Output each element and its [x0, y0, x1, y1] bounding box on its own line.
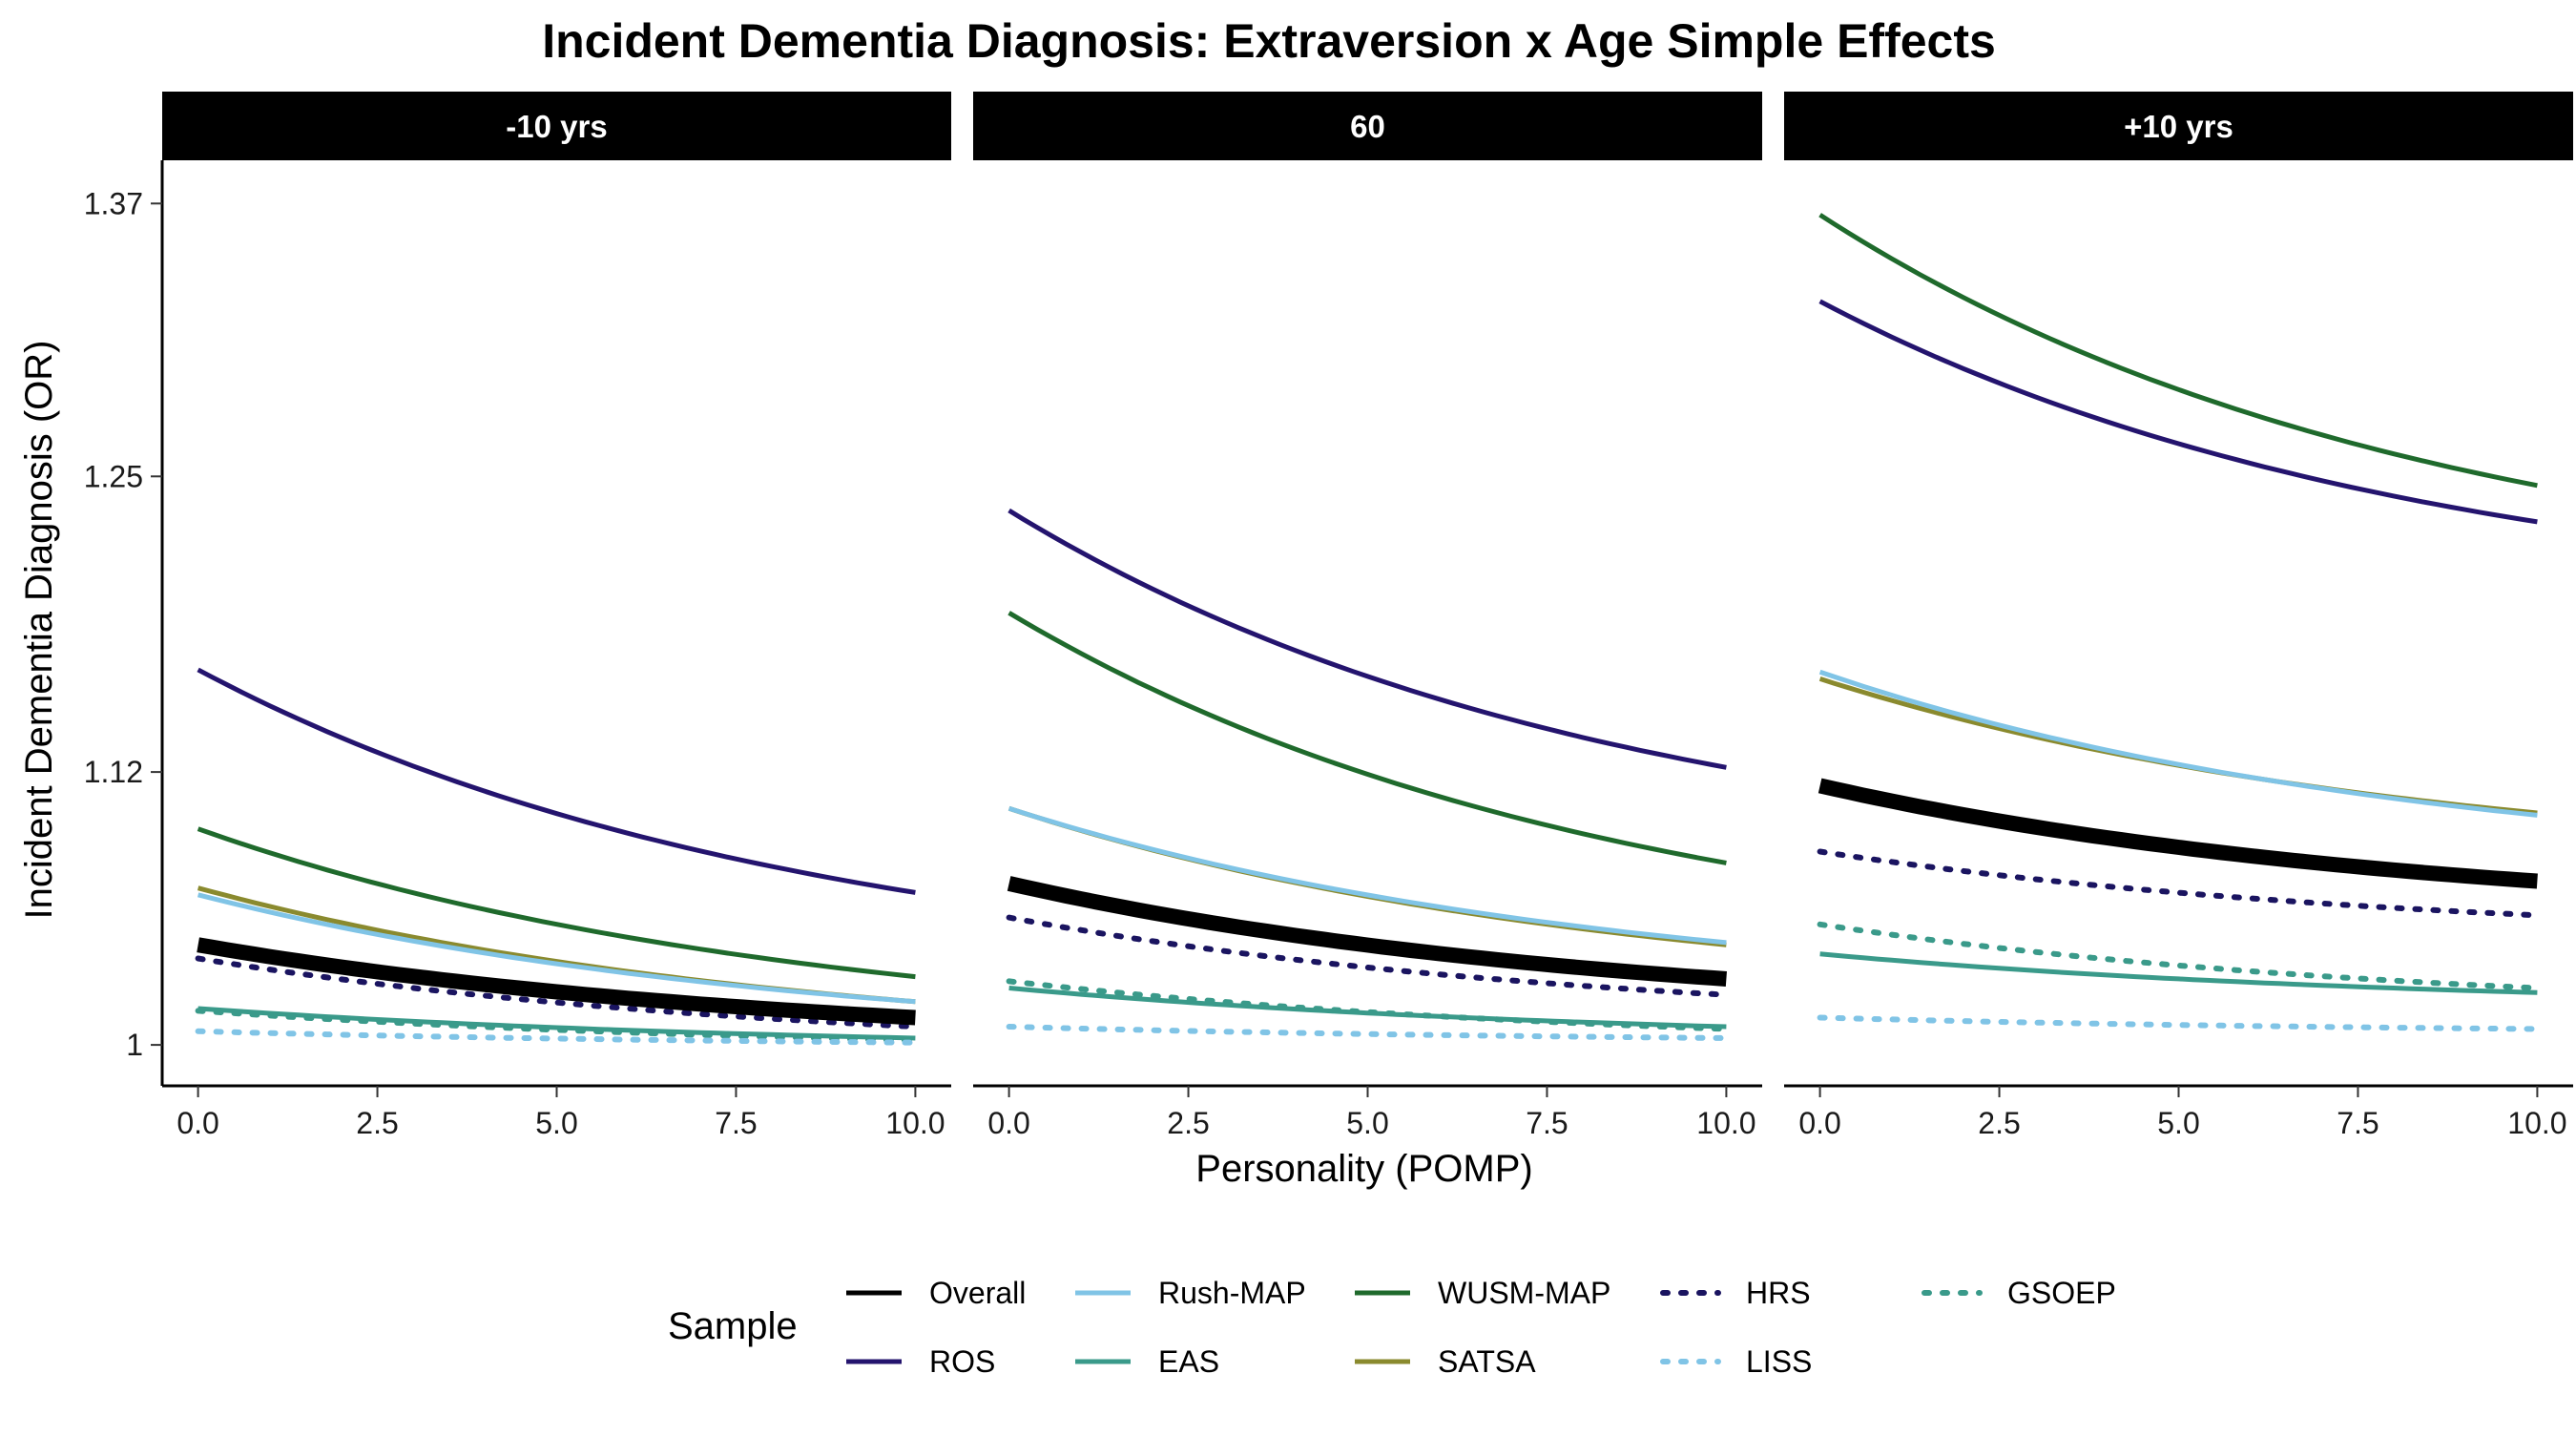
legend: Sample Overall ROS Rush-MAP EAS WUSM-MAP SATS…: [668, 1276, 2116, 1379]
x-tick-label: 10.0: [1696, 1106, 1755, 1140]
series-line-overall: [1007, 876, 1727, 987]
x-tick-label: 7.5: [2337, 1106, 2379, 1140]
x-tick-label: 7.5: [715, 1106, 757, 1140]
legend-entry-liss: LISS: [1660, 1344, 1812, 1379]
series-line-hrs: [1006, 914, 1730, 998]
x-axis-title: Personality (POMP): [1195, 1148, 1532, 1190]
series-line-overall: [197, 937, 916, 1026]
legend-title: Sample: [668, 1305, 798, 1347]
series-line-rush-map: [1008, 805, 1727, 946]
legend-entry-ros: ROS: [846, 1344, 995, 1379]
series-line-hrs: [195, 955, 919, 1030]
legend-entry-eas: EAS: [1075, 1344, 1219, 1379]
legend-entry-satsa: SATSA: [1355, 1344, 1536, 1379]
series-line-overall: [1818, 778, 2538, 889]
series-line-liss: [1817, 1014, 2541, 1032]
panel-strip: [162, 92, 951, 160]
legend-label-gsoep: GSOEP: [2007, 1276, 2116, 1310]
panel-strip: [1784, 92, 2573, 160]
series-line-rush-map: [197, 892, 916, 1005]
x-tick-label: 5.0: [2157, 1106, 2199, 1140]
legend-entry-rush-map: Rush-MAP: [1075, 1276, 1306, 1310]
series-line-satsa: [1008, 805, 1727, 947]
y-axis-title: Incident Dementia Diagnosis (OR): [18, 341, 60, 920]
x-tick-label: 2.5: [356, 1106, 398, 1140]
x-tick-label: 5.0: [535, 1106, 577, 1140]
series-line-gsoep: [195, 1008, 919, 1044]
legend-label-rush-map: Rush-MAP: [1158, 1276, 1306, 1310]
series-line-wusm-map: [197, 826, 916, 980]
series-line-wusm-map: [1818, 213, 2538, 489]
legend-entry-gsoep: GSOEP: [1922, 1276, 2116, 1310]
series-line-gsoep: [1817, 921, 2541, 991]
y-tick-label: 1: [126, 1028, 143, 1062]
x-tick-label: 10.0: [885, 1106, 945, 1140]
legend-label-satsa: SATSA: [1438, 1344, 1536, 1379]
series-line-satsa: [1818, 676, 2538, 816]
legend-label-ros: ROS: [929, 1344, 995, 1379]
x-tick-label: 0.0: [177, 1106, 218, 1140]
legend-label-wusm-map: WUSM-MAP: [1438, 1276, 1610, 1310]
x-tick-label: 2.5: [1167, 1106, 1209, 1140]
legend-label-overall: Overall: [929, 1276, 1026, 1310]
chart-title: Incident Dementia Diagnosis: Extraversio…: [542, 14, 1996, 68]
legend-entry-wusm-map: WUSM-MAP: [1355, 1276, 1610, 1310]
legend-entry-hrs: HRS: [1660, 1276, 1811, 1310]
panel-strip-label: 60: [1350, 109, 1385, 144]
panels: -10 yrs 0.0 2.5 5.0 7.5 10.0 1 1.12 1.25 1.37 60 0.…: [84, 92, 2573, 1140]
panel-1: -10 yrs 0.0 2.5 5.0 7.5 10.0 1 1.12 1.25 1.37: [84, 92, 951, 1140]
series-line-liss: [1006, 1024, 1730, 1041]
y-tick-label: 1.12: [84, 755, 143, 789]
panel-strip: [973, 92, 1762, 160]
x-tick-label: 0.0: [1798, 1106, 1840, 1140]
series-line-ros: [197, 667, 916, 895]
legend-entry-overall: Overall: [846, 1276, 1026, 1310]
legend-label-liss: LISS: [1746, 1344, 1812, 1379]
series-line-ros: [1008, 508, 1727, 770]
x-tick-label: 5.0: [1346, 1106, 1388, 1140]
y-tick-label: 1.25: [84, 459, 143, 493]
x-tick-label: 7.5: [1526, 1106, 1568, 1140]
legend-label-hrs: HRS: [1746, 1276, 1811, 1310]
x-tick-label: 2.5: [1978, 1106, 2020, 1140]
series-line-ros: [1818, 299, 2538, 525]
series-line-hrs: [1817, 848, 2541, 919]
panel-strip-label: +10 yrs: [2124, 109, 2233, 144]
series-line-rush-map: [1818, 669, 2538, 818]
legend-label-eas: EAS: [1158, 1344, 1219, 1379]
panel-2: 60 0.0 2.5 5.0 7.5 10.0: [973, 92, 1762, 1140]
series-line-gsoep: [1006, 978, 1730, 1032]
panel-3: +10 yrs 0.0 2.5 5.0 7.5 10.0: [1784, 92, 2573, 1140]
series-line-eas: [1819, 951, 2538, 995]
series-line-wusm-map: [1008, 611, 1727, 865]
y-tick-label: 1.37: [84, 186, 143, 220]
x-tick-label: 10.0: [2507, 1106, 2566, 1140]
series-line-liss: [195, 1028, 919, 1046]
x-tick-label: 0.0: [987, 1106, 1029, 1140]
panel-strip-label: -10 yrs: [506, 109, 607, 144]
